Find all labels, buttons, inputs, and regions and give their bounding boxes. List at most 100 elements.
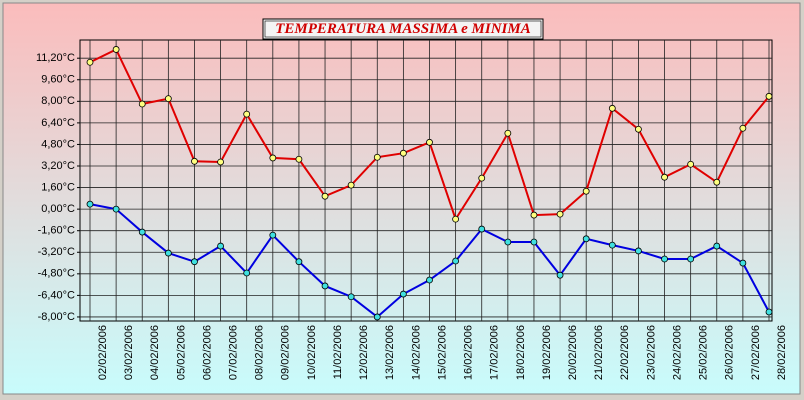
title-box-inner xyxy=(264,20,542,38)
x-tick-label: 08/02/2006 xyxy=(254,325,266,380)
point xyxy=(635,247,642,255)
point xyxy=(217,158,224,166)
y-tick-label: -6,40°C xyxy=(38,289,75,301)
y-tick-label: 3,20°C xyxy=(41,160,75,172)
point xyxy=(765,92,773,100)
x-tick-label: 25/02/2006 xyxy=(698,325,710,380)
x-tick-label: 05/02/2006 xyxy=(175,325,187,380)
point xyxy=(138,228,146,236)
panel xyxy=(2,2,801,395)
point xyxy=(739,124,747,132)
point xyxy=(86,200,94,208)
x-tick-label: 22/02/2006 xyxy=(619,325,631,380)
point xyxy=(504,238,512,246)
y-tick-label: -4,80°C xyxy=(38,268,75,280)
y-tick-label: 0,00°C xyxy=(41,203,75,215)
point xyxy=(191,258,198,266)
x-tick-label: 02/02/2006 xyxy=(97,325,109,380)
point xyxy=(86,58,94,66)
point xyxy=(530,238,538,246)
y-tick-label: 11,20°C xyxy=(36,52,75,64)
x-tick-label: 12/02/2006 xyxy=(358,325,370,380)
x-tick-label: 18/02/2006 xyxy=(515,325,527,380)
point xyxy=(373,313,381,321)
point xyxy=(321,282,329,290)
x-tick-label: 06/02/2006 xyxy=(201,325,213,380)
x-tick-label: 19/02/2006 xyxy=(541,325,553,380)
x-tick-label: 27/02/2006 xyxy=(750,325,762,380)
x-tick-label: 24/02/2006 xyxy=(671,325,683,380)
point xyxy=(243,269,251,277)
point xyxy=(321,192,329,200)
point xyxy=(426,276,433,284)
point xyxy=(164,95,172,103)
point xyxy=(452,257,460,265)
x-tick-label: 07/02/2006 xyxy=(227,325,239,380)
x-tick-label: 17/02/2006 xyxy=(489,325,501,380)
y-tick-label: 8,00°C xyxy=(41,95,75,107)
point xyxy=(426,138,433,146)
point xyxy=(373,153,381,161)
point xyxy=(556,271,564,279)
title-box xyxy=(262,18,544,40)
point xyxy=(687,255,695,263)
point xyxy=(582,187,590,195)
y-tick-label: 9,60°C xyxy=(41,74,75,86)
point xyxy=(399,290,407,298)
y-tick-label: -1,60°C xyxy=(38,225,75,237)
x-tick-label: 09/02/2006 xyxy=(280,325,292,380)
point xyxy=(112,205,120,213)
point xyxy=(608,241,616,249)
point xyxy=(347,293,355,301)
x-tick-label: 15/02/2006 xyxy=(436,325,448,380)
point xyxy=(530,211,538,219)
point xyxy=(269,154,277,162)
x-tick-label: 10/02/2006 xyxy=(306,325,318,380)
point xyxy=(112,46,120,53)
point xyxy=(765,308,773,316)
x-tick-label: 23/02/2006 xyxy=(645,325,657,380)
y-tick-label: 4,80°C xyxy=(41,138,75,150)
point xyxy=(713,178,721,186)
x-tick-label: 28/02/2006 xyxy=(776,325,788,380)
x-tick-label: 20/02/2006 xyxy=(567,325,579,380)
point xyxy=(504,129,512,137)
point xyxy=(399,149,407,157)
point xyxy=(295,258,303,266)
point xyxy=(269,231,277,239)
point xyxy=(687,160,695,168)
y-tick-label: -3,20°C xyxy=(38,246,75,258)
x-tick-label: 16/02/2006 xyxy=(463,325,475,380)
point xyxy=(478,225,486,233)
chart-title: TEMPERATURA MASSIMA e MINIMA xyxy=(275,21,531,37)
point xyxy=(347,181,355,189)
point xyxy=(138,100,146,108)
point xyxy=(556,210,564,218)
x-tick-label: 14/02/2006 xyxy=(410,325,422,380)
plot-frame xyxy=(79,39,773,322)
point xyxy=(661,255,668,263)
y-tick-label: 1,60°C xyxy=(41,181,75,193)
x-tick-label: 13/02/2006 xyxy=(384,325,396,380)
y-tick-label: 6,40°C xyxy=(41,117,75,129)
x-tick-label: 11/02/2006 xyxy=(332,325,344,379)
point xyxy=(217,242,224,250)
x-tick-label: 26/02/2006 xyxy=(724,325,736,380)
point xyxy=(243,110,251,118)
x-tick-label: 04/02/2006 xyxy=(149,325,161,380)
point xyxy=(739,259,747,267)
point xyxy=(582,235,590,243)
point xyxy=(713,242,721,250)
x-tick-label: 21/02/2006 xyxy=(593,325,605,380)
point xyxy=(635,125,642,133)
point xyxy=(164,249,172,257)
y-tick-label: -8,00°C xyxy=(38,311,75,323)
point xyxy=(608,104,616,112)
point xyxy=(661,173,668,181)
x-tick-label: 03/02/2006 xyxy=(123,325,135,380)
point xyxy=(295,155,303,163)
point xyxy=(191,157,198,165)
point xyxy=(478,174,486,182)
point xyxy=(452,215,460,223)
